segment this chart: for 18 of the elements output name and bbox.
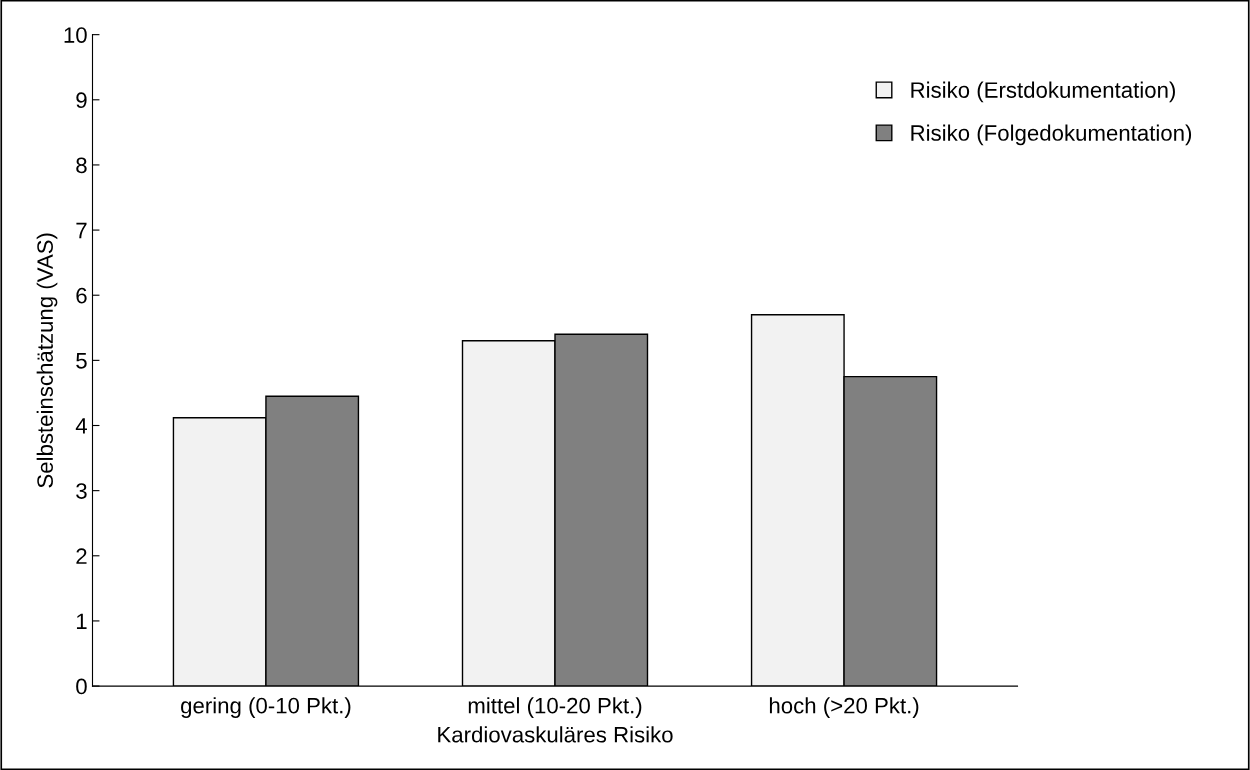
y-tick-label: 2: [76, 548, 87, 564]
x-axis-title: Kardiovaskuläres Risiko: [438, 726, 673, 743]
y-tick-label: 7: [76, 222, 87, 239]
x-tick-label: mittel (10-20 Pkt.): [468, 697, 642, 718]
y-tick-label: 0: [76, 678, 87, 695]
x-tick-label: hoch (>20 Pkt.): [769, 697, 919, 718]
y-axis-title: Selbsteinschätzung (VAS): [36, 233, 58, 488]
y-tick-label: 3: [76, 483, 87, 499]
y-tick-label: 4: [75, 418, 87, 434]
y-tick-label: 5: [76, 353, 87, 369]
legend-label: Risiko (Erstdokumentation): [911, 81, 1175, 103]
x-tick-label: gering (0-10 Pkt.): [181, 697, 351, 718]
y-tick-label: 8: [76, 157, 87, 174]
legend-label: Risiko (Folgedokumentation): [911, 124, 1192, 146]
y-tick-label: 6: [76, 287, 87, 304]
y-tick-label: 1: [76, 613, 87, 629]
y-tick-label: 10: [64, 27, 87, 43]
y-tick-label: 9: [76, 92, 87, 109]
